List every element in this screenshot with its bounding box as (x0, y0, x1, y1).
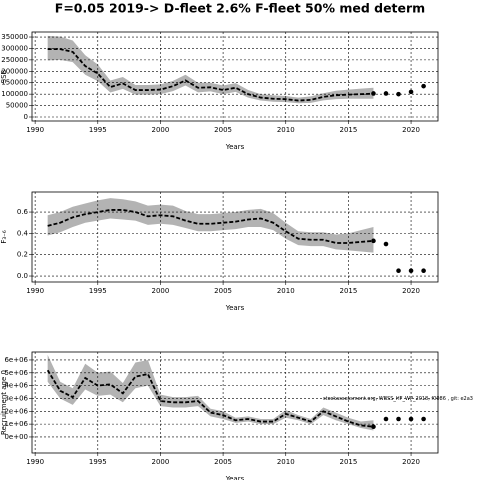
projection-point (396, 268, 401, 273)
plot-frame (31, 351, 439, 454)
x-tick-label: 1995 (89, 458, 107, 466)
x-tick-label: 2010 (277, 126, 295, 134)
plot-frame (31, 31, 439, 122)
confidence-band (47, 354, 374, 431)
y-tick-label: 4e+06 (4, 382, 28, 390)
projection-point (383, 416, 389, 422)
x-tick-label: 1990 (26, 287, 44, 295)
x-tick-label: 2000 (152, 458, 170, 466)
y-tick-label: 3e+06 (4, 394, 28, 402)
median-line (47, 209, 374, 244)
plot-frame (31, 191, 439, 283)
y-tick-label: 5e+06 (4, 369, 28, 377)
x-tick-label: 2020 (402, 287, 420, 295)
y-tick-label: 0e+00 (4, 433, 28, 441)
y-axis-label: F₃₋₆ (0, 230, 8, 244)
y-tick-label: 200000 (1, 67, 28, 75)
y-tick-label: 250000 (1, 56, 28, 64)
y-axis-label: Recruitment age 0 (0, 370, 8, 435)
projection-point (408, 89, 414, 95)
figure-title: F=0.05 2019-> D-fleet 2.6% F-fleet 50% m… (55, 1, 425, 16)
projection-point (371, 238, 376, 244)
confidence-band (47, 198, 374, 253)
projection-point (421, 83, 426, 89)
projection-point (421, 268, 426, 273)
x-tick-label: 2010 (277, 287, 295, 295)
y-tick-label: 0.0 (17, 272, 28, 280)
median-line (46, 369, 374, 428)
x-tick-label: 2020 (402, 126, 420, 134)
projection-point (371, 424, 376, 429)
x-tick-label: 2005 (214, 126, 232, 134)
x-tick-label: 2015 (339, 287, 357, 295)
projection-point (408, 268, 414, 273)
y-tick-label: 0 (24, 113, 28, 121)
y-tick-label: 100000 (1, 90, 28, 98)
y-tick-label: 6e+06 (4, 356, 28, 364)
annotation: stockassessment.org, WBSS_HF_WP_2018, f0… (323, 396, 473, 402)
x-tick-label: 2000 (152, 126, 170, 134)
x-tick-label: 2020 (402, 458, 420, 466)
y-tick-label: 350000 (1, 33, 28, 41)
x-tick-label: 2005 (214, 287, 232, 295)
projection-point (371, 91, 376, 96)
projection-point (383, 91, 389, 96)
projection-point (383, 241, 389, 247)
x-tick-label: 1990 (26, 458, 44, 466)
median-line (47, 48, 374, 102)
projection-point (421, 416, 426, 422)
x-tick-label: 2000 (152, 287, 170, 295)
y-tick-label: 2e+06 (4, 407, 28, 415)
projection-point (408, 416, 414, 422)
y-tick-label: 0.6 (17, 208, 29, 216)
x-tick-label: 2010 (277, 458, 295, 466)
y-axis-label: SSB (0, 69, 8, 83)
y-tick-label: 150000 (1, 79, 28, 87)
x-tick-label: 2005 (214, 458, 232, 466)
confidence-band (47, 35, 374, 104)
projection-point (396, 91, 401, 97)
y-tick-label: 0.2 (17, 251, 28, 259)
x-axis-label: Years (225, 304, 245, 312)
y-tick-label: 300000 (1, 44, 28, 52)
x-tick-label: 1995 (89, 287, 107, 295)
projection-point (396, 416, 401, 422)
x-tick-label: 1990 (26, 126, 44, 134)
x-tick-label: 2015 (339, 126, 357, 134)
y-tick-label: 50000 (6, 102, 28, 110)
x-axis-label: Years (225, 143, 245, 151)
y-tick-label: 1e+06 (4, 420, 28, 428)
y-tick-label: 0.4 (17, 229, 29, 237)
x-axis-label: Years (225, 475, 245, 480)
x-tick-label: 2015 (339, 458, 357, 466)
x-tick-label: 1995 (89, 126, 107, 134)
